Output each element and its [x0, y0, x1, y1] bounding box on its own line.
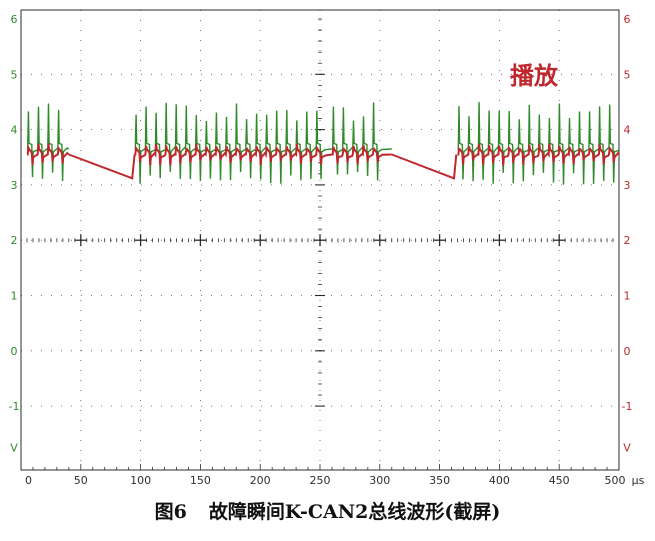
y-tick-label-right: 2	[624, 234, 631, 247]
oscilloscope-screen: 6 5 4 3 2 1 0 -1 V 6 5 4 3 2 1 0 -1 V 0 50 100 150 200 250 300…	[9, 9, 645, 487]
play-annotation: 播放	[510, 61, 559, 90]
red-trace	[331, 144, 392, 165]
decay-trace	[68, 153, 136, 180]
y-tick-label-left: 4	[11, 124, 18, 137]
y-tick-label-right: 0	[624, 345, 631, 358]
green-trace	[134, 102, 333, 184]
y-tick-label-right: 1	[624, 290, 631, 303]
y-axis-left: 6 5 4 3 2 1 0 -1 V	[9, 13, 20, 455]
x-tick-label: 250	[310, 474, 331, 487]
y-tick-label-left: V	[10, 442, 18, 455]
figure-caption: 图6 故障瞬间K-CAN2总线波形(截屏)	[0, 497, 655, 524]
figure-title: 故障瞬间K-CAN2总线波形(截屏)	[208, 501, 501, 523]
y-tick-label-left: -1	[9, 400, 20, 413]
x-tick-label: 200	[250, 474, 271, 487]
y-tick-label-right: 6	[624, 13, 631, 26]
green-trace	[332, 102, 392, 181]
red-trace	[134, 143, 333, 166]
grid	[20, 10, 620, 470]
decay-trace	[391, 153, 458, 180]
y-tick-label-right: 4	[624, 124, 631, 137]
red-trace	[26, 143, 70, 166]
x-unit-label: μs	[632, 474, 645, 487]
y-tick-label-left: 6	[11, 13, 18, 26]
x-tick-label: 0	[25, 474, 32, 487]
x-tick-label: 300	[369, 474, 390, 487]
y-tick-label-left: 1	[11, 290, 18, 303]
waveform-plot: 6 5 4 3 2 1 0 -1 V 6 5 4 3 2 1 0 -1 V 0 50 100 150 200 250 300…	[9, 9, 645, 487]
red-trace	[457, 143, 620, 166]
y-tick-label-left: 0	[11, 345, 18, 358]
y-tick-label-right: -1	[622, 400, 633, 413]
x-tick-label: 350	[429, 474, 450, 487]
y-tick-label-left: 3	[11, 179, 18, 192]
x-axis: 0 50 100 150 200 250 300 350 400 450 500 μs	[25, 474, 645, 487]
y-tick-label-left: 2	[11, 234, 18, 247]
y-axis-right: 6 5 4 3 2 1 0 -1 V	[622, 13, 633, 455]
x-tick-label: 100	[130, 474, 151, 487]
x-tick-label: 400	[489, 474, 510, 487]
x-tick-label: 500	[605, 474, 626, 487]
x-tick-label: 450	[549, 474, 570, 487]
y-tick-label-right: 3	[624, 179, 631, 192]
x-tick-label: 150	[190, 474, 211, 487]
y-tick-label-right: 5	[624, 68, 631, 81]
x-tick-label: 50	[74, 474, 88, 487]
traces	[26, 102, 620, 185]
figure-label: 图6	[154, 501, 187, 523]
y-tick-label-left: 5	[11, 68, 18, 81]
y-tick-label-right: V	[623, 442, 631, 455]
